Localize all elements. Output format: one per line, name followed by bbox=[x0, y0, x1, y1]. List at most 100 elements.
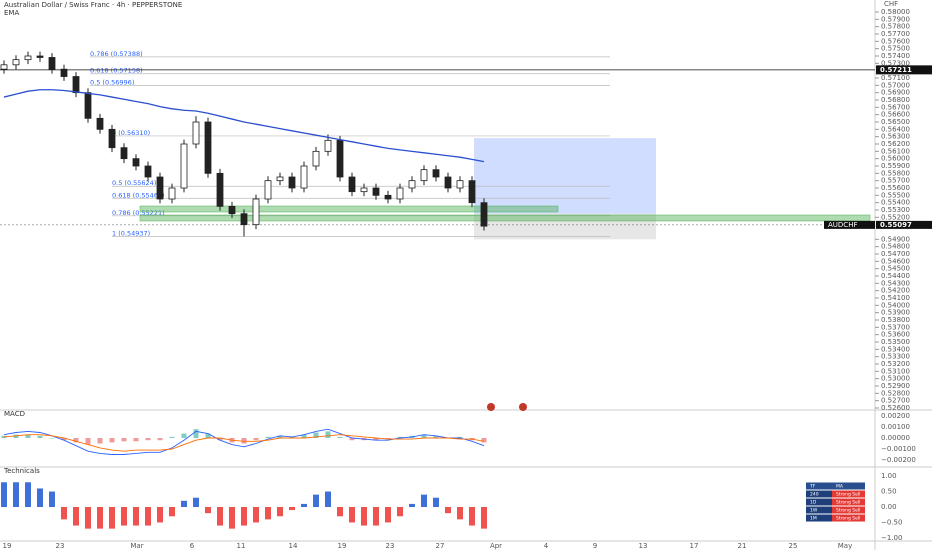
macd-bar bbox=[289, 436, 295, 438]
zone bbox=[139, 214, 871, 222]
tech-tick-label: −0.50 bbox=[881, 518, 902, 526]
table-cell: 1W bbox=[810, 508, 818, 514]
tech-bar bbox=[397, 507, 403, 517]
tech-bar bbox=[181, 500, 187, 507]
event-icon[interactable] bbox=[487, 403, 495, 411]
time-tick-label: 23 bbox=[56, 542, 65, 550]
candle-body bbox=[96, 117, 104, 130]
signal-line bbox=[3, 434, 485, 452]
macd-bar bbox=[457, 436, 463, 438]
macd-bar bbox=[349, 438, 355, 441]
tech-bar bbox=[73, 507, 79, 526]
fib-label: 0.786 (0.57388) bbox=[90, 50, 143, 58]
cell-bg bbox=[832, 514, 865, 522]
tech-bar bbox=[109, 507, 115, 529]
time-tick-label: 23 bbox=[386, 542, 395, 550]
candle-body bbox=[360, 187, 368, 193]
cell-bg bbox=[832, 506, 865, 514]
candle-body bbox=[84, 92, 92, 119]
tech-bar bbox=[25, 482, 31, 507]
fib-label: 0 (0.56310) bbox=[112, 129, 150, 137]
table-cell: TF bbox=[809, 484, 816, 490]
price-tick-label: 0.53800 bbox=[881, 316, 910, 324]
candle-body bbox=[264, 180, 272, 200]
macd-bar bbox=[25, 434, 31, 438]
macd-bar bbox=[301, 434, 307, 438]
table-row bbox=[806, 482, 865, 490]
tech-bar bbox=[61, 507, 67, 520]
price-tick-label: 0.56700 bbox=[881, 103, 910, 111]
table-cell: Strong Sell bbox=[836, 508, 860, 514]
tech-bar bbox=[229, 507, 235, 529]
candle-body bbox=[348, 176, 356, 193]
candle-body bbox=[276, 176, 284, 182]
tech-tick-label: 0.50 bbox=[881, 488, 897, 496]
tech-bar bbox=[445, 507, 451, 514]
candle-body bbox=[180, 143, 188, 189]
tech-bar bbox=[325, 491, 331, 507]
time-tick-label: May bbox=[838, 542, 852, 550]
price-tick-label: 0.53100 bbox=[881, 367, 910, 375]
macd-bar bbox=[433, 435, 439, 438]
macd-bar bbox=[325, 431, 331, 438]
price-tick-label: 0.55900 bbox=[881, 162, 910, 170]
candle-body bbox=[408, 180, 416, 189]
time-tick-label: 27 bbox=[436, 542, 445, 550]
tech-bar bbox=[121, 507, 127, 526]
target-zone bbox=[474, 138, 656, 214]
macd-tick-label: 0.00200 bbox=[881, 412, 910, 420]
table-cell: MA bbox=[836, 484, 844, 490]
price-tick-label: 0.57700 bbox=[881, 30, 910, 38]
candle-body bbox=[48, 57, 56, 70]
macd-bar bbox=[109, 438, 115, 443]
macd-bar bbox=[73, 438, 79, 443]
price-tick-label: 0.55600 bbox=[881, 184, 910, 192]
tech-bar bbox=[301, 503, 307, 507]
macd-bar bbox=[121, 438, 127, 442]
macd-bar bbox=[145, 438, 151, 441]
price-tick-label: 0.53200 bbox=[881, 360, 910, 368]
tech-tick-label: 1.00 bbox=[881, 472, 897, 480]
candle-body bbox=[132, 158, 140, 167]
indicator: EMA bbox=[4, 9, 19, 17]
price-tick-label: 0.56100 bbox=[881, 147, 910, 155]
candle-body bbox=[456, 180, 464, 189]
macd-bar bbox=[61, 438, 67, 441]
tech-bar bbox=[217, 507, 223, 526]
price-tick-label: 0.57000 bbox=[881, 81, 910, 89]
price-tick-label: 0.55800 bbox=[881, 169, 910, 177]
price-tick-label: 0.57300 bbox=[881, 59, 910, 67]
price-tick-label: 0.56200 bbox=[881, 140, 910, 148]
price-tick-label: 0.54900 bbox=[881, 235, 910, 243]
price-tick-label: 0.53600 bbox=[881, 331, 910, 339]
price-tick-label: 0.57100 bbox=[881, 74, 910, 82]
price-tick-label: 0.56800 bbox=[881, 96, 910, 104]
macd-bar bbox=[421, 434, 427, 438]
candle-body bbox=[72, 76, 80, 94]
tech-bar bbox=[253, 507, 259, 523]
price-tick-label: 0.54400 bbox=[881, 272, 910, 280]
macd-bar bbox=[397, 436, 403, 438]
last-price-label: 0.55097 bbox=[880, 221, 912, 229]
fib-label: 1 (0.54937) bbox=[112, 230, 150, 238]
candle-body bbox=[288, 176, 296, 189]
tech-bar bbox=[421, 494, 427, 507]
tech-bar bbox=[133, 507, 139, 526]
price-tick-label: 0.55700 bbox=[881, 177, 910, 185]
fib-label: 0.618 (0.55460) bbox=[112, 191, 165, 199]
price-tick-label: 0.53700 bbox=[881, 323, 910, 331]
price-tick-label: 0.57600 bbox=[881, 37, 910, 45]
price-tick-label: 0.55200 bbox=[881, 213, 910, 221]
tech-bar bbox=[277, 507, 283, 517]
candle-body bbox=[432, 169, 440, 178]
table-cell: 240 bbox=[810, 492, 819, 498]
event-icon[interactable] bbox=[519, 403, 527, 411]
time-tick-label: 11 bbox=[237, 542, 246, 550]
time-tick-label: 4 bbox=[544, 542, 549, 550]
symbol-box bbox=[824, 220, 875, 229]
price-tick-label: 0.54200 bbox=[881, 287, 910, 295]
price-tick-label: 0.54300 bbox=[881, 279, 910, 287]
table-cell: Strong Sell bbox=[836, 492, 860, 498]
price-tick-label: 0.56400 bbox=[881, 125, 910, 133]
